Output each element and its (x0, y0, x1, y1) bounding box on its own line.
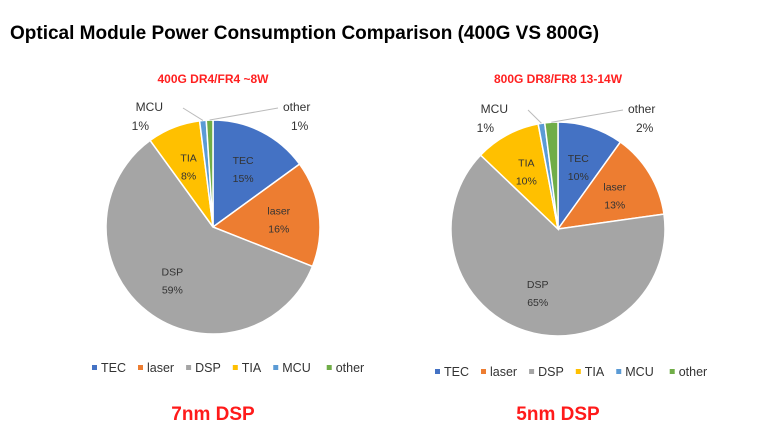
legend-swatch (669, 369, 675, 374)
legend-label: TIA (585, 365, 605, 379)
slice-label-laser: laser (603, 182, 626, 194)
legend-item-dsp: DSP (186, 361, 221, 375)
slice-value-mcu: 1% (132, 119, 150, 133)
legend-label: MCU (625, 365, 653, 379)
legend-swatch (138, 365, 143, 370)
pie-slice-laser (211, 163, 321, 268)
slice-value-tia: 10% (516, 176, 537, 188)
legend-swatch (232, 365, 238, 370)
leader-line (527, 109, 542, 124)
legend-swatch (616, 369, 622, 374)
legend-swatch (326, 365, 332, 370)
slice-value-laser: 16% (268, 224, 289, 236)
legend-label: laser (490, 365, 517, 379)
legend-item-mcu: MCU (273, 361, 311, 375)
slice-value-mcu: 1% (477, 121, 495, 135)
slice-label-tia: TIA (518, 158, 534, 170)
legend-item-other: other (326, 361, 365, 375)
slice-value-dsp: 65% (527, 297, 548, 309)
pie-slice-dsp (105, 139, 314, 335)
slice-label-dsp: DSP (162, 266, 184, 278)
legend-label: other (679, 365, 708, 379)
pie-title: 400G DR4/FR4 ~8W (157, 72, 269, 86)
slice-label-tia: TIA (180, 152, 196, 164)
pie-chart-2: 800G DR8/FR8 13-14W TEC 10% laser 13% DSP 65% T… (435, 72, 707, 425)
slice-label-tec: TEC (568, 153, 589, 165)
legend-item-tia: TIA (232, 361, 262, 375)
leader-line (209, 107, 279, 121)
pie-chart-1: 400G DR4/FR4 ~8W TEC 15% laser 16% DSP 59% TIA 8… (92, 72, 364, 425)
legend-swatch (186, 365, 192, 370)
legend-label: laser (147, 361, 174, 375)
legend-item-mcu: MCU (616, 365, 654, 379)
legend-item-tec: TEC (92, 361, 126, 375)
slice-value-other: 2% (636, 121, 654, 135)
slice-value-other: 1% (291, 119, 309, 133)
legend-item-tia: TIA (575, 365, 605, 379)
legend-label: TEC (444, 365, 469, 379)
legend-item-tec: TEC (435, 365, 469, 379)
legend-swatch (481, 369, 486, 374)
legend-swatch (575, 369, 581, 374)
slice-label-dsp: DSP (527, 279, 549, 291)
legend-label: DSP (538, 365, 564, 379)
slice-value-tec: 10% (568, 171, 589, 183)
pie-slice-tec (212, 119, 301, 229)
pie-caption: 5nm DSP (516, 404, 600, 425)
legend-label: DSP (195, 361, 221, 375)
pie-slice-laser (556, 140, 665, 230)
pie-slice-dsp (450, 154, 666, 337)
chart-title: Optical Module Power Consumption Compari… (10, 23, 599, 44)
slice-label-tec: TEC (233, 155, 254, 167)
legend-swatch (92, 365, 97, 370)
legend-label: MCU (282, 361, 310, 375)
legend-label: TIA (242, 361, 262, 375)
legend: TEC laser DSP TIA MCU other (435, 365, 707, 379)
pie-caption: 7nm DSP (171, 404, 255, 425)
legend-item-dsp: DSP (529, 365, 564, 379)
slice-label-other: other (628, 102, 655, 116)
legend-item-laser: laser (138, 361, 174, 375)
legend-item-other: other (669, 365, 708, 379)
leader-line (551, 109, 624, 123)
legend-item-laser: laser (481, 365, 517, 379)
legend-label: other (336, 361, 365, 375)
slice-value-dsp: 59% (162, 284, 183, 296)
legend-swatch (529, 369, 535, 374)
slice-label-other: other (283, 100, 310, 114)
slice-label-laser: laser (267, 206, 290, 218)
leader-line (182, 107, 204, 121)
slice-label-mcu: MCU (136, 100, 163, 114)
pie-title: 800G DR8/FR8 13-14W (494, 72, 623, 86)
slice-label-mcu: MCU (481, 102, 508, 116)
pie-slice-other (543, 121, 559, 230)
legend: TEC laser DSP TIA MCU other (92, 361, 364, 375)
pie-slice-other (205, 119, 214, 228)
slice-value-tec: 15% (233, 173, 254, 185)
legend-label: TEC (101, 361, 126, 375)
slice-value-tia: 8% (181, 170, 196, 182)
slice-value-laser: 13% (604, 200, 625, 212)
legend-swatch (273, 365, 279, 370)
legend-swatch (435, 369, 440, 374)
